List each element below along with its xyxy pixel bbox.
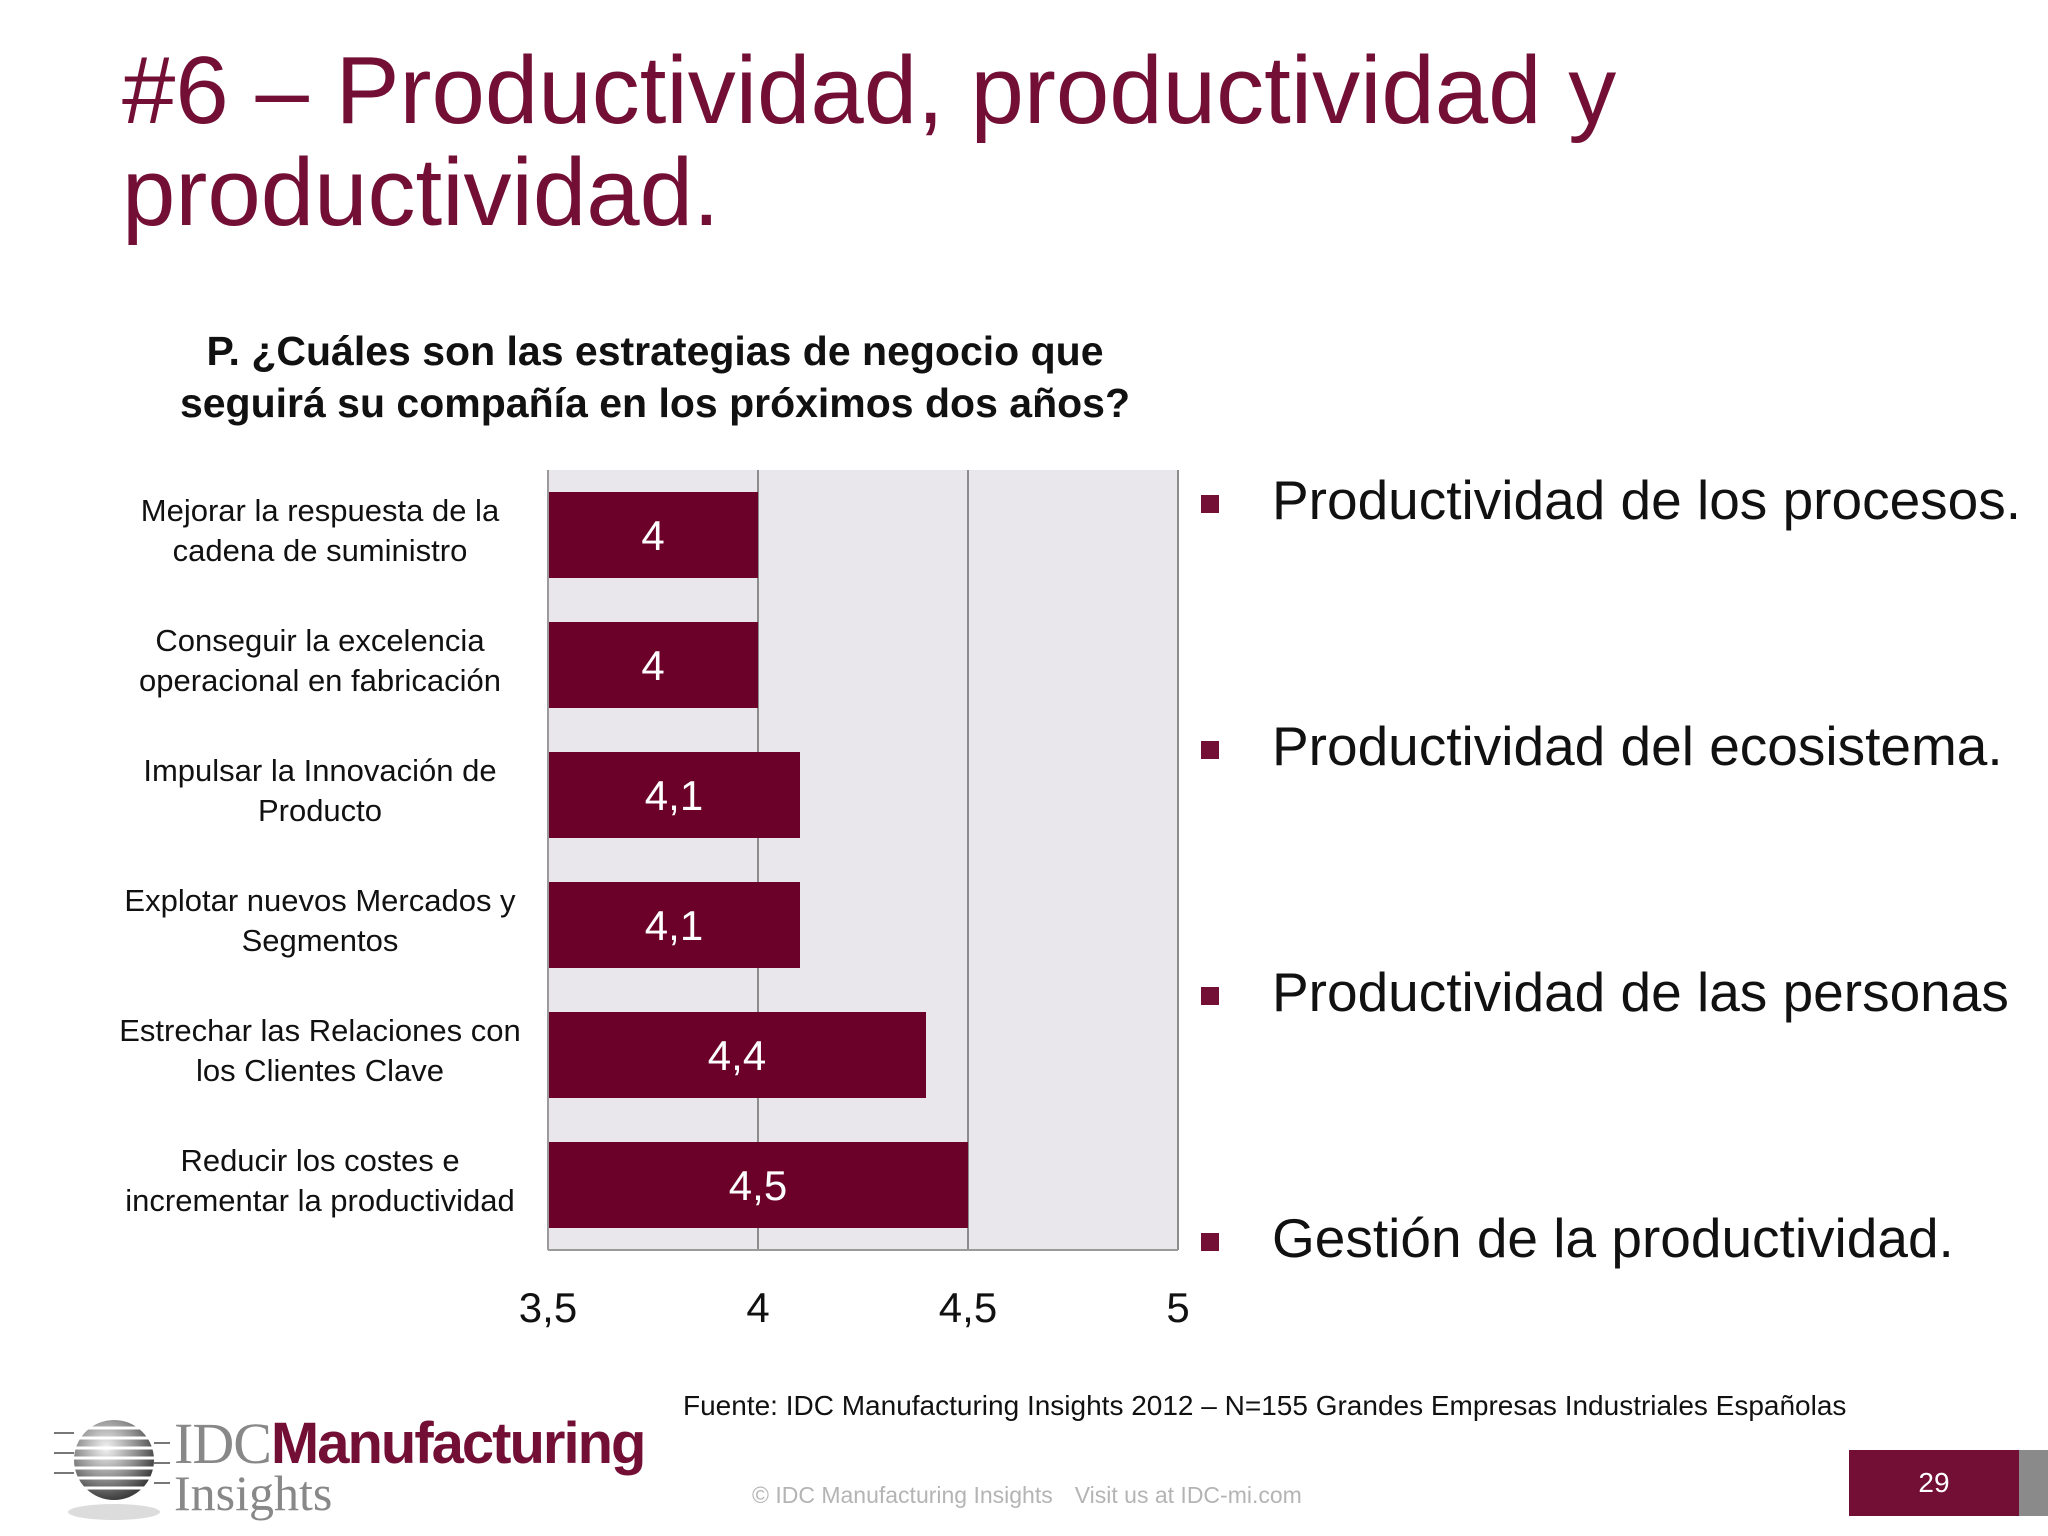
x-tick-label: 5	[1166, 1284, 1189, 1331]
category-label: Segmentos	[242, 923, 399, 958]
logo-brand: Manufacturing	[270, 1411, 647, 1476]
data-label: 4	[641, 642, 664, 689]
bar	[548, 882, 800, 968]
source-note: Fuente: IDC Manufacturing Insights 2012 …	[683, 1390, 1847, 1421]
x-tick-label: 4	[746, 1284, 769, 1331]
bar	[548, 492, 758, 578]
category-label: Mejorar la respuesta de la	[141, 493, 500, 528]
category-label: los Clientes Clave	[196, 1053, 444, 1088]
globe-icon	[52, 1420, 170, 1520]
bullet-text: Productividad del ecosistema.	[1272, 715, 2003, 777]
logo-company-name: IDC	[174, 1411, 272, 1476]
x-tick-label: 3,5	[519, 1284, 577, 1331]
x-tick-label: 4,5	[939, 1284, 997, 1331]
data-label: 4,1	[645, 772, 703, 819]
plot-area	[548, 470, 1178, 1250]
bar	[548, 1142, 968, 1228]
bars	[548, 492, 968, 1228]
logo-division: Insights	[174, 1465, 333, 1521]
x-tick-labels: 3,5 4 4,5 5	[519, 1284, 1190, 1331]
bullet-item: Productividad de los procesos.	[1195, 465, 2045, 545]
footer-visit-link[interactable]: Visit us at IDC-mi.com	[1074, 1482, 1302, 1508]
category-label: Explotar nuevos Mercados y	[124, 883, 516, 918]
category-label: operacional en fabricación	[139, 663, 501, 698]
page-edge-bar	[2019, 1450, 2048, 1516]
square-bullet-icon	[1201, 1233, 1219, 1251]
category-label: Impulsar la Innovación de	[143, 753, 496, 788]
bullet-item: Gestión de la productividad.	[1195, 1203, 2045, 1283]
grid-lines	[757, 470, 1179, 1250]
square-bullet-icon	[1201, 741, 1219, 759]
page-number: 29	[1849, 1450, 2019, 1516]
bar	[548, 622, 758, 708]
bullet-item: Productividad de las personas	[1195, 957, 2045, 1037]
category-label: Producto	[258, 793, 382, 828]
bar	[548, 752, 800, 838]
category-label: incrementar la productividad	[125, 1183, 514, 1218]
bullet-text: Productividad de los procesos.	[1272, 469, 2022, 531]
data-label: 4,1	[645, 902, 703, 949]
footer: © IDC Manufacturing Insights Visit us at …	[752, 1482, 1324, 1509]
category-label: Conseguir la excelencia	[155, 623, 485, 658]
axis-lines	[547, 470, 1178, 1251]
square-bullet-icon	[1201, 987, 1219, 1005]
category-label: Estrechar las Relaciones con	[119, 1013, 520, 1048]
slide-title: #6 – Productividad, productividad y prod…	[122, 37, 1617, 246]
data-label: 4,4	[708, 1032, 766, 1079]
footer-copyright: © IDC Manufacturing Insights	[752, 1482, 1053, 1508]
data-label: 4	[641, 512, 664, 559]
bar	[548, 1012, 926, 1098]
bullet-text: Gestión de la productividad.	[1272, 1207, 1954, 1269]
bullet-text: Productividad de las personas	[1272, 961, 2009, 1023]
bullet-item: Productividad del ecosistema.	[1195, 711, 2045, 791]
value-labels: 4 4 4,1 4,1 4,4 4,5	[641, 512, 787, 1209]
data-label: 4,5	[729, 1162, 787, 1209]
category-label: Reducir los costes e	[180, 1143, 459, 1178]
category-labels: Mejorar la respuesta de la cadena de sumi…	[119, 493, 520, 1218]
chart-title: P. ¿Cuáles son las estrategias de negoci…	[179, 328, 1131, 426]
category-label: cadena de suministro	[173, 533, 468, 568]
company-logo: IDCManufacturing Insights	[52, 1404, 647, 1530]
square-bullet-icon	[1201, 495, 1219, 513]
logo-wordmark: IDCManufacturing	[174, 1410, 647, 1477]
